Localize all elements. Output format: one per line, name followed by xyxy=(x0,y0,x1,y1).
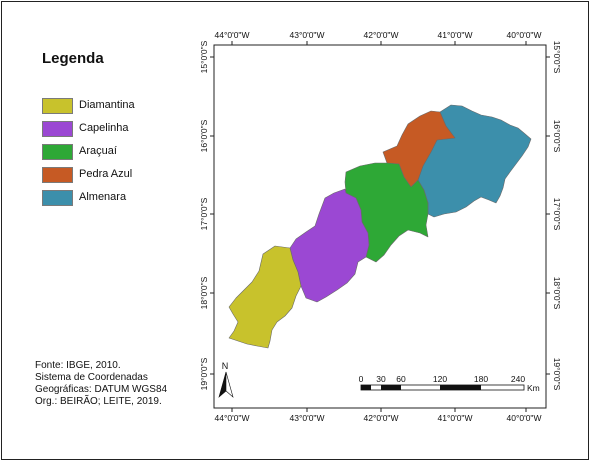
north-arrow: N xyxy=(218,361,234,398)
scale-unit-label: Km xyxy=(527,383,540,393)
scale-tick-0: 0 xyxy=(359,374,364,384)
lon-bottom-label-40: 40°0'0"W xyxy=(507,413,542,423)
map-source-note: Fonte: IBGE, 2010. Sistema de Coordenada… xyxy=(35,360,167,408)
lon-top-label-42: 42°0'0"W xyxy=(364,30,399,40)
legend-swatch-capelinha xyxy=(42,121,73,137)
lon-top-label-43: 43°0'0"W xyxy=(290,30,325,40)
scale-tick-30: 30 xyxy=(376,374,386,384)
lat-left-label-18: 18°0'0"S xyxy=(199,276,209,309)
scale-tick-60: 60 xyxy=(396,374,406,384)
legend-swatch-aracuai xyxy=(42,144,73,160)
map-extent-frame xyxy=(213,44,547,409)
source-line-2: Sistema de Coordenadas xyxy=(35,372,148,383)
scale-segment-1 xyxy=(361,385,371,390)
legend-title: Legenda xyxy=(42,50,104,67)
legend-swatch-pedra-azul xyxy=(42,167,73,183)
region-pedra-azul xyxy=(382,110,456,188)
north-arrow-right-icon xyxy=(225,371,234,398)
lat-left-label-17: 17°0'0"S xyxy=(199,197,209,230)
lon-bottom-label-44: 44°0'0"W xyxy=(215,413,250,423)
scale-segment-5 xyxy=(440,385,481,390)
grid-tick-marks xyxy=(210,41,550,412)
scale-tick-240: 240 xyxy=(511,374,525,384)
lat-right-label-18: 18°0'0"S xyxy=(552,277,562,310)
lon-top-label-41: 41°0'0"W xyxy=(438,30,473,40)
north-arrow-left-icon xyxy=(218,371,227,398)
legend-label-almenara: Almenara xyxy=(79,191,127,203)
lat-right-label-17: 17°0'0"S xyxy=(552,198,562,231)
lat-right-label-16: 16°0'0"S xyxy=(552,120,562,153)
legend-swatch-almenara xyxy=(42,190,73,206)
lon-bottom-label-42: 42°0'0"W xyxy=(364,413,399,423)
lat-left-label-16: 16°0'0"S xyxy=(199,119,209,152)
scale-bar: 0 30 60 120 180 240 Km xyxy=(359,374,540,393)
lat-left-label-15: 15°0'0"S xyxy=(199,40,209,73)
lon-bottom-label-43: 43°0'0"W xyxy=(290,413,325,423)
source-line-1: Fonte: IBGE, 2010. xyxy=(35,360,121,371)
legend-label-capelinha: Capelinha xyxy=(79,122,129,134)
scale-tick-120: 120 xyxy=(433,374,447,384)
regions xyxy=(228,104,532,349)
region-capelinha xyxy=(289,188,370,303)
legend-swatch-diamantina xyxy=(42,98,73,114)
lon-top-label-44: 44°0'0"W xyxy=(215,30,250,40)
legend-label-diamantina: Diamantina xyxy=(79,99,135,111)
lon-top-label-40: 40°0'0"W xyxy=(507,30,542,40)
lat-right-label-19: 19°0'0"S xyxy=(552,358,562,391)
lat-right-label-15: 15°0'0"S xyxy=(552,41,562,74)
lat-left-label-19: 19°0'0"S xyxy=(199,357,209,390)
region-diamantina xyxy=(228,245,302,349)
legend-label-aracuai: Araçuaí xyxy=(79,145,117,157)
scale-segment-3 xyxy=(381,385,401,390)
source-line-4: Org.: BEIRÃO; LEITE, 2019. xyxy=(35,396,162,407)
scale-tick-180: 180 xyxy=(474,374,488,384)
north-arrow-label: N xyxy=(222,361,229,371)
source-line-3: Geográficas: DATUM WGS84 xyxy=(35,384,168,395)
legend-label-pedra-azul: Pedra Azul xyxy=(79,168,133,180)
lon-bottom-label-41: 41°0'0"W xyxy=(438,413,473,423)
